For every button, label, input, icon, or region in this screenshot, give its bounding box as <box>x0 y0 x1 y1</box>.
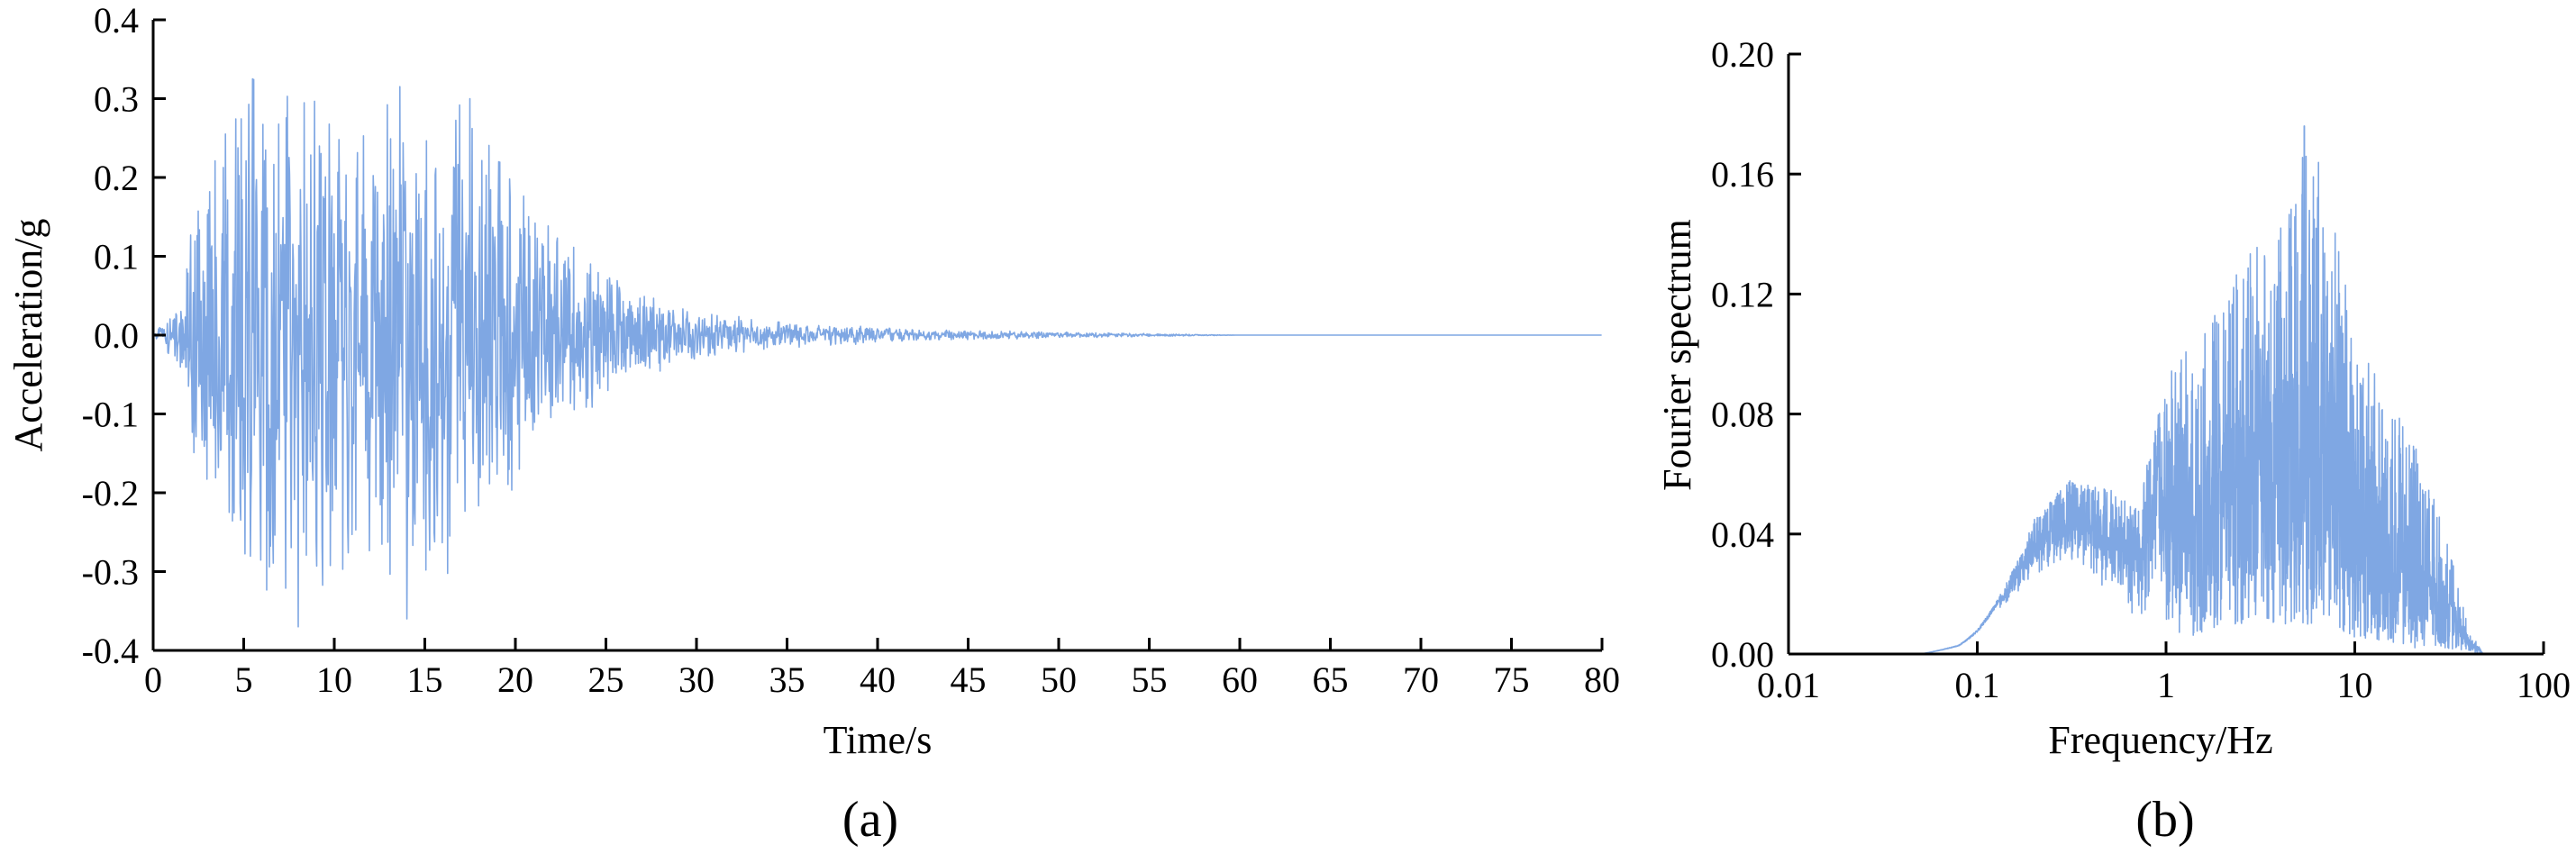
chart-a: 0 5 10 15 20 25 30 35 40 45 50 55 60 65 70 75 80 -0.4-0.… <box>6 0 1620 848</box>
chart-a-x-tick-label: 65 <box>1313 659 1349 700</box>
chart-a-x-tick-label: 40 <box>860 659 896 700</box>
chart-a-x-ticks: 0 5 10 15 20 25 30 35 40 45 50 55 60 65 70 75 80 <box>144 638 1620 700</box>
chart-a-x-tick-label: 25 <box>588 659 624 700</box>
chart-a-y-tick-label: -0.1 <box>82 395 139 435</box>
chart-a-y-label: Acceleration/g <box>6 219 50 452</box>
chart-a-x-label: Time/s <box>824 718 933 762</box>
chart-b-x-tick-label: 0.1 <box>1955 665 2000 705</box>
chart-a-x-tick-label: 15 <box>407 659 443 700</box>
chart-a-x-tick-label: 50 <box>1041 659 1077 700</box>
chart-b-y-label: Fourier spectrum <box>1655 219 1699 491</box>
chart-b-x-tick-label: 10 <box>2337 665 2373 705</box>
chart-a-y-tick-label: -0.2 <box>82 473 139 513</box>
chart-b-plot-area <box>1919 125 2484 655</box>
chart-b-y-tick-label: 0.08 <box>1711 395 1774 435</box>
chart-a-y-tick-label: -0.3 <box>82 552 139 593</box>
chart-b-panel-label: (b) <box>2135 792 2194 848</box>
chart-a-x-tick-label: 75 <box>1494 659 1530 700</box>
chart-a-x-tick-label: 60 <box>1222 659 1258 700</box>
chart-b-y-tick-label: 0.20 <box>1711 34 1774 75</box>
chart-b-x-tick-label: 0.01 <box>1757 665 1820 705</box>
chart-a-x-tick-label: 10 <box>316 659 352 700</box>
chart-b-series-fourier-spectrum <box>1919 125 2484 655</box>
chart-a-y-tick-label: 0.3 <box>94 79 139 120</box>
chart-a-x-tick-label: 5 <box>235 659 253 700</box>
chart-a-x-tick-label: 45 <box>951 659 987 700</box>
chart-a-y-tick-label: 0.1 <box>94 237 139 277</box>
chart-a-x-tick-label: 55 <box>1132 659 1168 700</box>
chart-b-y-tick-label: 0.04 <box>1711 514 1774 555</box>
chart-b-y-tick-label: 0.12 <box>1711 274 1774 314</box>
chart-a-panel-label: (a) <box>842 792 898 848</box>
chart-a-x-tick-label: 0 <box>144 659 162 700</box>
chart-b-x-label: Frequency/Hz <box>2048 718 2272 762</box>
chart-b-x-tick-label: 1 <box>2157 665 2175 705</box>
chart-a-x-tick-label: 80 <box>1584 659 1620 700</box>
chart-b-x-tick-label: 100 <box>2517 665 2571 705</box>
chart-b-x-ticks: 0.01 0.1 1 10 100 <box>1757 641 2571 705</box>
chart-a-y-tick-label: -0.4 <box>82 631 139 671</box>
chart-a-y-tick-label: 0.2 <box>94 158 139 198</box>
chart-a-x-tick-label: 70 <box>1403 659 1439 700</box>
chart-a-plot-area <box>152 77 1602 628</box>
chart-a-y-ticks: -0.4 -0.3 -0.2 -0.1 0.0 0.1 0.2 0.3 0.4 <box>82 0 166 671</box>
chart-b-y-tick-label: 0.16 <box>1711 154 1774 195</box>
chart-a-x-tick-label: 30 <box>678 659 715 700</box>
chart-b-y-tick-label: 0.00 <box>1711 634 1774 675</box>
chart-a-y-tick-label: 0.4 <box>94 0 139 41</box>
chart-a-y-tick-label: 0.0 <box>94 315 139 356</box>
chart-a-x-tick-label: 35 <box>769 659 806 700</box>
chart-a-series-acceleration <box>152 77 1602 628</box>
chart-a-x-tick-label: 20 <box>497 659 533 700</box>
chart-b-y-ticks: 0.00 0.04 0.08 0.12 0.16 0.20 <box>1711 34 1801 675</box>
chart-b: 0.01 0.1 1 10 100 0.00 0.04 0.08 0.12 0.16 0.20 F… <box>1655 34 2571 848</box>
